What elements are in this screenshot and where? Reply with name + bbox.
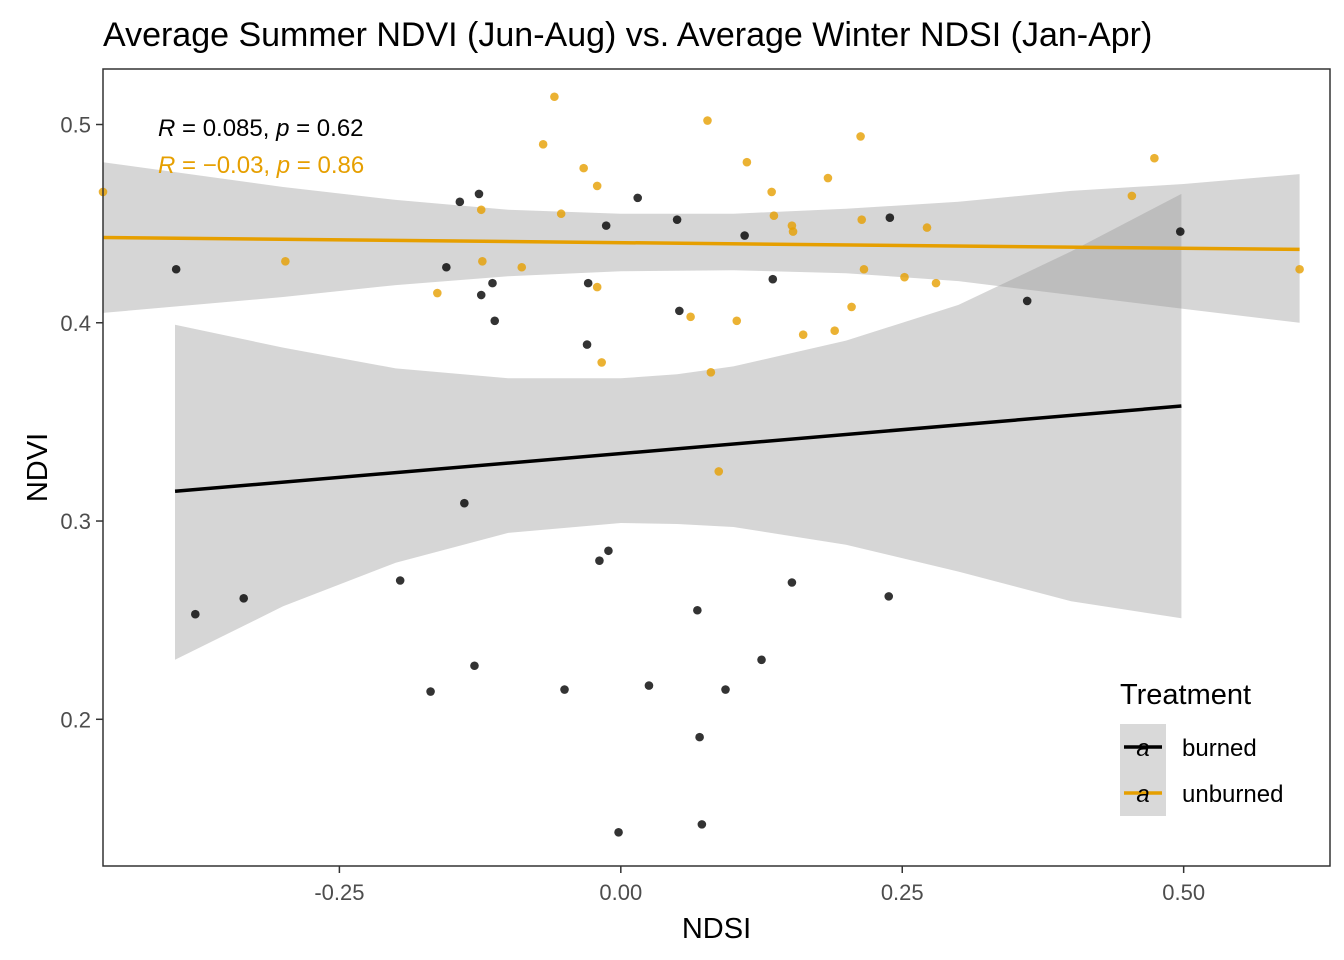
burned-point	[460, 498, 469, 508]
burned-point	[560, 685, 569, 694]
burned-correlation-label: R = 0.085, p = 0.62	[158, 115, 364, 142]
burned-point	[474, 189, 484, 199]
burned-point	[601, 221, 611, 230]
unburned-point	[732, 316, 742, 326]
unburned-point	[922, 223, 932, 232]
unburned-point	[742, 157, 752, 167]
x-tick-label: 0.00	[599, 880, 642, 905]
unburned-point	[433, 288, 442, 298]
unburned-point	[476, 205, 486, 215]
unburned-point	[556, 209, 566, 219]
y-axis-title: NDVI	[22, 433, 54, 502]
legend: Treatment a burned a unburned	[1120, 679, 1283, 816]
unburned-point	[767, 187, 776, 197]
burned-confidence-band	[175, 193, 1182, 660]
unburned-point	[830, 326, 839, 336]
unburned-point	[1150, 153, 1159, 163]
burned-point	[672, 215, 682, 224]
x-tick-label: -0.25	[314, 880, 364, 905]
burned-point	[426, 687, 435, 696]
unburned-point	[538, 140, 548, 149]
burned-point	[582, 340, 592, 349]
unburned-point	[686, 312, 695, 322]
burned-point	[476, 290, 486, 300]
unburned-point	[856, 132, 865, 141]
x-axis-title: NDSI	[682, 913, 751, 945]
unburned-point	[703, 116, 712, 125]
unburned-point	[706, 368, 716, 377]
unburned-point	[597, 358, 606, 367]
unburned-point	[592, 282, 602, 292]
unburned-correlation-label: R = −0.03, p = 0.86	[158, 152, 364, 179]
burned-legend-glyph: a	[1136, 735, 1149, 762]
y-tick-label: 0.2	[60, 707, 91, 732]
burned-point	[455, 197, 465, 207]
burned-point	[490, 316, 500, 326]
burned-point	[721, 685, 730, 694]
unburned-point	[769, 211, 779, 221]
unburned-point	[281, 257, 290, 266]
legend-title: Treatment	[1120, 679, 1251, 711]
unburned-point	[857, 215, 867, 224]
unburned-legend-glyph: a	[1136, 781, 1149, 808]
y-tick-label: 0.5	[60, 113, 91, 138]
burned-point	[675, 306, 684, 316]
burned-point	[884, 592, 894, 601]
data-points	[98, 92, 1304, 837]
burned-point	[644, 681, 654, 690]
legend-label-unburned: unburned	[1182, 781, 1283, 808]
burned-point	[191, 609, 200, 619]
burned-point	[604, 546, 613, 556]
unburned-point	[823, 173, 833, 183]
unburned-point	[798, 330, 808, 339]
unburned-point	[1295, 264, 1304, 274]
burned-point	[757, 655, 766, 665]
burned-point	[583, 278, 593, 288]
burned-point	[1022, 296, 1032, 306]
unburned-point	[592, 181, 602, 191]
unburned-point	[714, 467, 724, 476]
unburned-point	[859, 264, 869, 274]
burned-point	[488, 278, 497, 288]
unburned-point	[550, 92, 559, 102]
burned-point	[171, 264, 181, 274]
unburned-point	[1127, 191, 1137, 201]
burned-point	[697, 820, 707, 829]
unburned-point	[579, 163, 588, 173]
burned-point	[239, 594, 249, 603]
burned-point	[442, 262, 451, 272]
burned-point	[693, 605, 702, 615]
unburned-point	[478, 257, 487, 266]
burned-point	[885, 213, 895, 222]
regression-lines	[102, 235, 1300, 494]
y-tick-label: 0.3	[60, 509, 91, 534]
x-tick-label: 0.25	[881, 880, 924, 905]
plot-panel-border	[102, 68, 1331, 867]
burned-regression-line	[174, 404, 1182, 494]
unburned-point	[931, 278, 941, 288]
unburned-regression-line	[102, 235, 1300, 252]
chart-title: Average Summer NDVI (Jun-Aug) vs. Averag…	[103, 16, 1152, 54]
unburned-point	[517, 262, 527, 272]
burned-point	[768, 274, 778, 284]
axes: -0.25 0.00 0.25 0.50 0.2 0.3 0.4 0.5	[60, 113, 1205, 905]
burned-point	[695, 732, 704, 742]
correlation-annotations: R = 0.085, p = 0.62 R = −0.03, p = 0.86	[158, 115, 364, 179]
burned-point	[470, 661, 479, 671]
unburned-point	[847, 302, 856, 312]
burned-point	[614, 827, 623, 837]
unburned-point	[788, 227, 798, 236]
burned-point	[595, 556, 604, 565]
burned-point	[1175, 227, 1185, 236]
burned-point	[740, 231, 749, 240]
y-tick-label: 0.4	[60, 311, 91, 336]
burned-point	[395, 576, 405, 585]
burned-point	[787, 578, 797, 587]
x-tick-label: 0.50	[1162, 880, 1205, 905]
legend-label-burned: burned	[1182, 735, 1257, 762]
burned-point	[633, 193, 643, 203]
unburned-point	[900, 272, 909, 282]
